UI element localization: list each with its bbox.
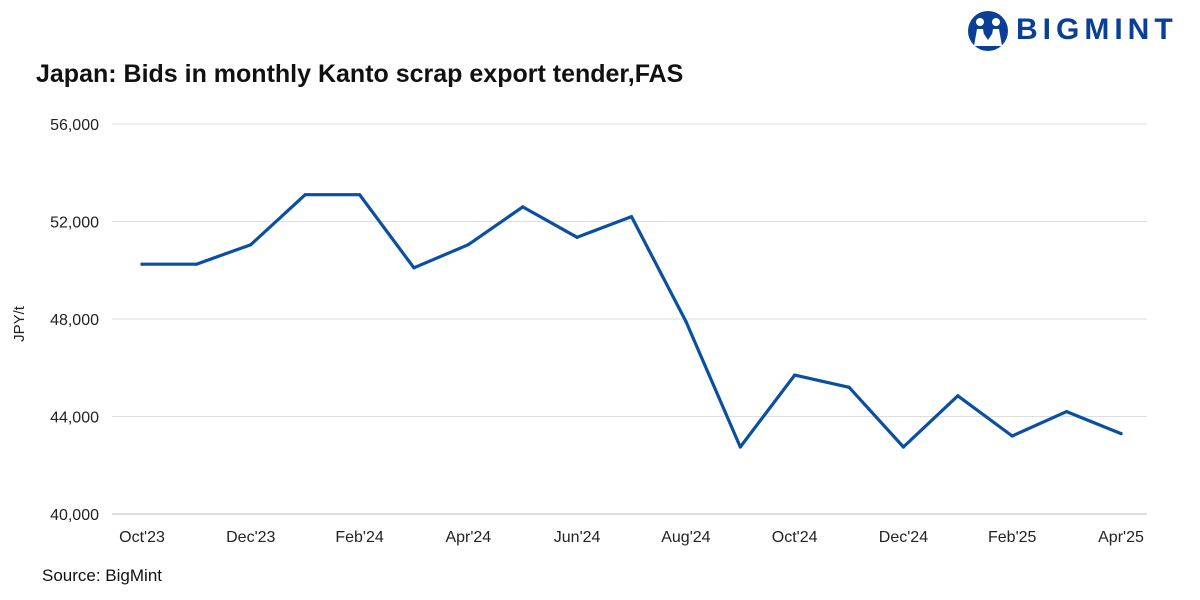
x-tick-label: Oct'24 <box>772 529 818 546</box>
y-tick-label: 40,000 <box>50 507 99 524</box>
x-tick-label: Oct'23 <box>119 529 165 546</box>
data-point <box>357 193 362 197</box>
series <box>140 193 1123 449</box>
y-tick-label: 56,000 <box>50 117 99 134</box>
bigmint-logo: BIGMINT <box>966 10 1192 52</box>
y-axis-label: JPY/t <box>11 305 28 342</box>
x-tick-label: Dec'23 <box>226 529 275 546</box>
x-tick-label: Dec'24 <box>879 529 928 546</box>
data-point <box>793 373 797 377</box>
data-point <box>575 235 579 239</box>
y-axis-ticks: 40,000 44,000 48,000 52,000 56,000 <box>50 117 99 524</box>
data-point <box>1010 434 1014 438</box>
data-point <box>140 262 144 266</box>
x-tick-label: Feb'25 <box>988 529 1037 546</box>
data-point <box>684 319 688 324</box>
x-tick-label: Jun'24 <box>554 529 601 546</box>
data-point <box>412 266 416 270</box>
y-tick-label: 52,000 <box>50 215 99 232</box>
data-point <box>738 445 742 449</box>
x-axis-ticks: Oct'23 Dec'23 Feb'24 Apr'24 Jun'24 Aug'24 Oct'… <box>119 529 1144 546</box>
data-point <box>194 262 198 266</box>
data-point <box>847 385 851 389</box>
data-point <box>901 445 906 449</box>
chart-title: Japan: Bids in monthly Kanto scrap expor… <box>36 60 684 88</box>
x-tick-label: Feb'24 <box>335 529 384 546</box>
y-tick-label: 48,000 <box>50 312 99 329</box>
data-point <box>956 394 960 398</box>
data-point <box>521 205 525 209</box>
data-point <box>303 193 307 197</box>
bigmint-logo-text: BIGMINT <box>1016 13 1178 46</box>
x-tick-label: Aug'24 <box>661 529 710 546</box>
data-point <box>466 243 470 247</box>
source-note: Source: BigMint <box>42 566 162 585</box>
data-point <box>1119 431 1123 436</box>
series-line <box>140 193 1123 449</box>
data-point <box>249 243 253 247</box>
gridlines <box>112 123 1147 515</box>
y-tick-label: 44,000 <box>50 410 99 427</box>
bigmint-logo-icon <box>968 11 1008 51</box>
data-point <box>1065 410 1069 414</box>
x-tick-label: Apr'25 <box>1098 529 1144 546</box>
data-point <box>629 215 634 219</box>
x-tick-label: Apr'24 <box>445 529 491 546</box>
